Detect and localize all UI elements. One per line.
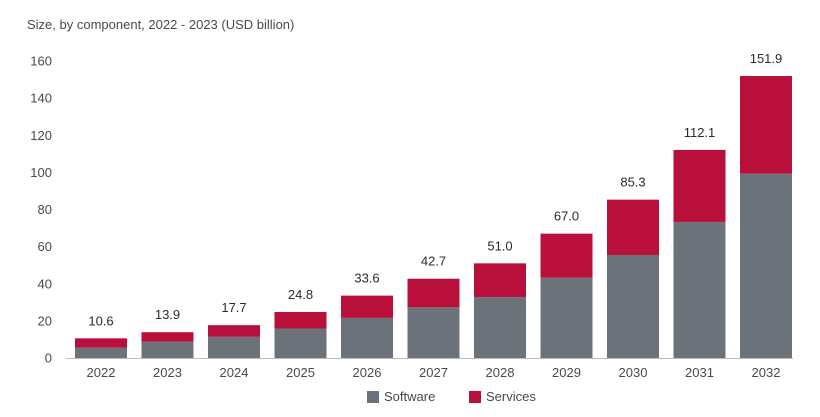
y-tick-label: 0 (45, 351, 52, 366)
bar-services-2029 (540, 233, 593, 278)
bar-software-2030 (607, 254, 659, 358)
legend-item-software: Software (367, 389, 435, 404)
bar-software-2024 (208, 336, 260, 358)
x-tick-label: 2024 (220, 365, 249, 380)
bar-software-2022 (75, 347, 127, 358)
bar-software-2025 (274, 328, 327, 358)
y-axis: 0 20 40 60 80 100 120 140 160 (30, 54, 52, 366)
x-tick-label: 2032 (752, 365, 781, 380)
bars-group: 10.6 13.9 17.7 24.8 33.6 42.7 51.0 67.0 85.3 112.… (75, 51, 792, 358)
legend-label-services: Services (486, 389, 536, 404)
total-label-2027: 42.7 (421, 254, 446, 269)
bar-services-2026 (341, 295, 393, 318)
total-label-2032: 151.9 (750, 51, 783, 66)
bar-software-2026 (341, 317, 393, 358)
bar-services-2030 (607, 199, 659, 255)
bar-services-2028 (474, 263, 526, 298)
x-tick-label: 2025 (286, 365, 315, 380)
total-label-2029: 67.0 (554, 209, 579, 224)
total-label-2024: 17.7 (221, 300, 246, 315)
x-tick-label: 2026 (353, 365, 382, 380)
total-label-2026: 33.6 (354, 271, 379, 286)
legend-swatch-software (367, 390, 379, 403)
legend-item-services: Services (469, 389, 536, 404)
bar-software-2029 (540, 277, 593, 358)
y-tick-label: 160 (30, 54, 52, 69)
bar-software-2028 (474, 297, 526, 358)
total-label-2028: 51.0 (487, 238, 512, 253)
bar-software-2032 (740, 173, 792, 358)
y-tick-label: 80 (38, 202, 52, 217)
bar-software-2023 (141, 341, 194, 358)
y-tick-label: 140 (30, 91, 52, 106)
y-tick-label: 100 (30, 165, 52, 180)
y-tick-label: 20 (38, 313, 52, 328)
total-label-2030: 85.3 (620, 175, 645, 190)
x-tick-label: 2022 (87, 365, 116, 380)
bar-software-2027 (407, 307, 460, 358)
bar-services-2023 (141, 332, 194, 342)
legend-label-software: Software (384, 389, 436, 404)
total-label-2031: 112.1 (684, 125, 716, 140)
x-tick-label: 2028 (486, 365, 515, 380)
bar-services-2024 (208, 325, 260, 337)
x-axis: 2022 2023 2024 2025 2026 2027 2028 2029 2030 2031… (66, 358, 793, 380)
bar-services-2032 (740, 76, 792, 174)
y-tick-label: 120 (30, 128, 52, 143)
total-label-2023: 13.9 (155, 307, 180, 322)
x-tick-label: 2027 (419, 365, 448, 380)
bar-services-2022 (75, 338, 127, 348)
total-label-2022: 10.6 (88, 313, 113, 328)
y-tick-label: 60 (38, 239, 52, 254)
bar-services-2025 (274, 311, 327, 329)
bar-software-2031 (673, 221, 726, 358)
total-label-2025: 24.8 (288, 287, 313, 302)
chart-title: Size, by component, 2022 - 2023 (USD bil… (27, 17, 295, 32)
bar-services-2027 (407, 278, 460, 308)
x-tick-label: 2031 (685, 365, 714, 380)
legend: Software Services (0, 389, 820, 407)
y-tick-label: 40 (38, 276, 52, 291)
bar-services-2031 (673, 149, 726, 222)
x-tick-label: 2023 (153, 365, 182, 380)
x-tick-label: 2030 (619, 365, 648, 380)
legend-swatch-services (469, 390, 481, 403)
x-tick-label: 2029 (552, 365, 581, 380)
